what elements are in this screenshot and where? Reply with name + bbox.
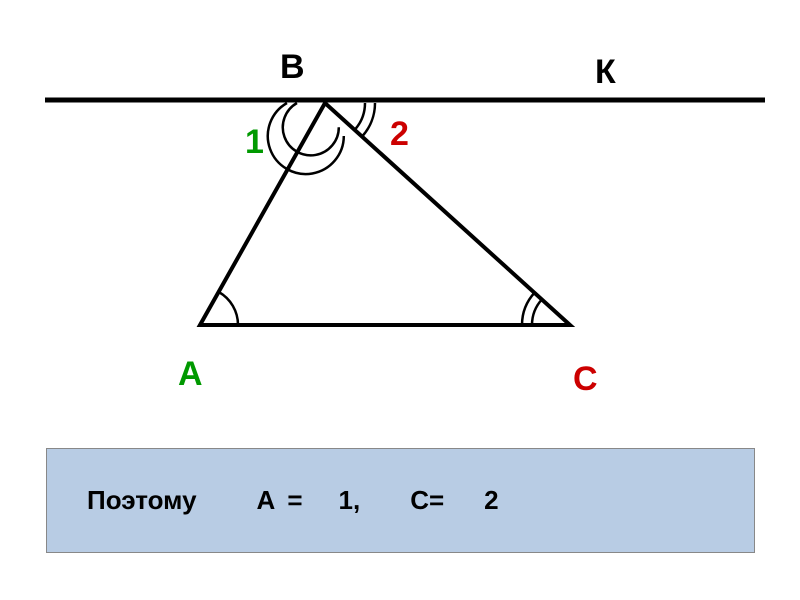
diagram-svg — [0, 0, 800, 440]
label-a: А — [178, 355, 203, 394]
formula-therefore: Поэтому — [87, 485, 197, 516]
label-c: С — [573, 360, 598, 399]
label-two: 2 — [390, 115, 409, 154]
formula-c-eq: С= — [410, 485, 444, 516]
formula-eq1: = — [287, 485, 302, 516]
label-b: В — [280, 48, 305, 87]
formula-box: Поэтому А = 1, С= 2 — [46, 448, 755, 553]
geometry-diagram: В К 1 2 А С Поэтому А = 1, С= 2 — [0, 0, 800, 600]
arc-a — [219, 292, 238, 325]
formula-a: А — [257, 485, 276, 516]
formula-two: 2 — [484, 485, 498, 516]
arc-c-inner — [532, 299, 542, 325]
formula-one: 1, — [339, 485, 361, 516]
label-k: К — [595, 53, 616, 92]
label-one: 1 — [245, 123, 264, 162]
arc-b-right-inner — [355, 103, 366, 130]
